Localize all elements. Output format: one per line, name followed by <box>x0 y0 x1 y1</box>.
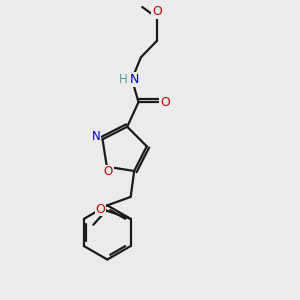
Text: H: H <box>119 73 128 86</box>
Text: O: O <box>160 96 170 109</box>
Text: O: O <box>104 166 113 178</box>
Text: O: O <box>95 202 105 216</box>
Text: N: N <box>92 130 100 143</box>
Text: O: O <box>152 5 162 18</box>
Text: N: N <box>130 73 140 86</box>
